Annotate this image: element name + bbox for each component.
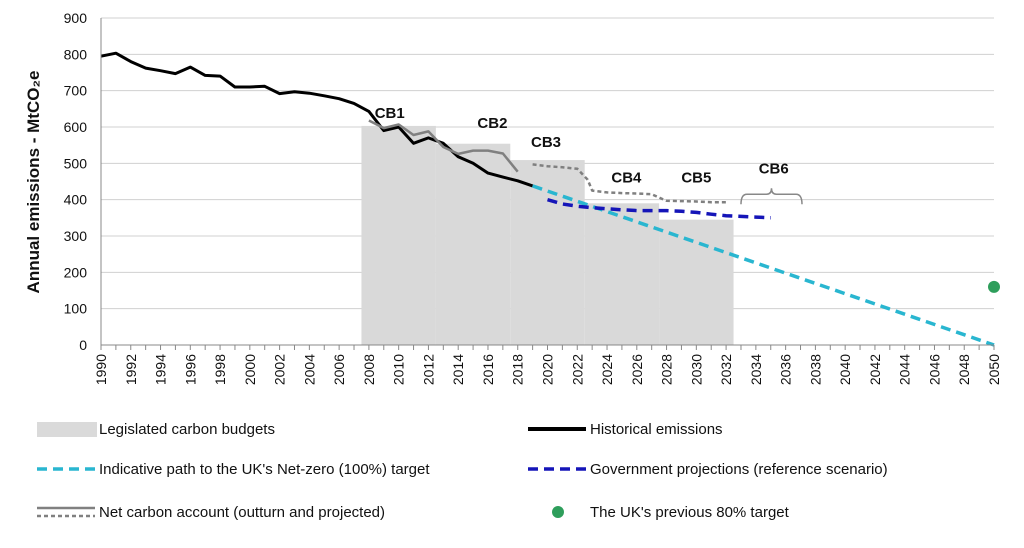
y-tick-label: 600 <box>64 119 88 135</box>
x-tick-label: 2026 <box>629 354 645 385</box>
y-tick-label: 700 <box>64 83 88 99</box>
x-tick-label: 2010 <box>391 354 407 385</box>
x-tick-label: 2046 <box>926 354 942 385</box>
x-tick-label: 2024 <box>599 354 615 385</box>
carbon-budget-bars <box>361 125 734 345</box>
x-tick-label: 2036 <box>778 354 794 385</box>
x-tick-label: 2002 <box>272 354 288 385</box>
x-tick-label: 1992 <box>123 354 139 385</box>
budget-label-cb3: CB3 <box>531 134 561 151</box>
legend-label: Net carbon account (outturn and projecte… <box>99 504 385 521</box>
x-tick-label: 2028 <box>659 354 675 385</box>
legend-swatch-dot <box>552 506 564 518</box>
legend: Legislated carbon budgets Historical emis… <box>37 421 888 521</box>
x-tick-label: 1996 <box>182 354 198 385</box>
historical-emissions-line <box>100 51 534 188</box>
x-tick-label: 2022 <box>569 354 585 385</box>
net-carbon-account-projected-line <box>532 163 727 204</box>
indicative-path-to-the-uk-s-net-zero-100-target-line <box>532 184 995 347</box>
budget-bar-cb3 <box>510 160 585 345</box>
x-tick-label: 2030 <box>688 354 704 385</box>
the-uk-s-previous-80-target-point <box>988 280 1000 293</box>
budget-bar-cb5 <box>659 219 734 345</box>
x-tick-label: 2038 <box>807 354 823 385</box>
axes: 0 100 200 300 400 500 600 700 800 900 1990 1992 1994… <box>64 10 1002 385</box>
cb6-bracket <box>740 188 803 205</box>
budget-label-cb1: CB1 <box>375 105 405 122</box>
government-projections-reference-scenario-line <box>547 198 771 220</box>
y-tick-label: 0 <box>79 337 87 353</box>
carbon-budget-labels: CB1 CB2 CB3 CB4 CB5 CB6 <box>375 105 803 205</box>
x-tick-label: 2034 <box>748 354 764 385</box>
x-tick-label: 1990 <box>93 354 109 385</box>
y-tick-label: 100 <box>64 301 88 317</box>
legend-swatch-box <box>37 422 97 437</box>
x-tick-label: 2042 <box>867 354 883 385</box>
x-tick-label: 2050 <box>986 354 1002 385</box>
y-tick-label: 300 <box>64 228 88 244</box>
x-tick-label: 2016 <box>480 354 496 385</box>
x-tick-label: 2040 <box>837 354 853 385</box>
budget-label-cb6: CB6 <box>759 161 789 178</box>
budget-bar-cb2 <box>435 143 511 345</box>
y-tick-label: 500 <box>64 155 88 171</box>
y-tick-label: 800 <box>64 46 88 62</box>
legend-label: The UK's previous 80% target <box>590 504 790 521</box>
x-tick-label: 2044 <box>897 354 913 385</box>
x-tick-label: 2014 <box>450 354 466 385</box>
budget-label-cb2: CB2 <box>477 115 507 132</box>
budget-label-cb5: CB5 <box>681 170 711 187</box>
x-tick-label: 2032 <box>718 354 734 385</box>
x-tick-label: 2004 <box>301 354 317 385</box>
y-tick-label: 400 <box>64 192 88 208</box>
x-tick-label: 2008 <box>361 354 377 385</box>
budget-label-cb4: CB4 <box>611 170 642 187</box>
x-tick-label: 2048 <box>956 354 972 385</box>
budget-bar-cb1 <box>361 125 436 345</box>
legend-label: Government projections (reference scenar… <box>590 461 888 478</box>
x-tick-label: 1994 <box>153 354 169 385</box>
legend-label: Historical emissions <box>590 421 723 438</box>
x-tick-label: 2012 <box>420 354 436 385</box>
x-tick-label: 2018 <box>510 354 526 385</box>
series-lines <box>100 51 1000 347</box>
x-tick-label: 2006 <box>331 354 347 385</box>
net-carbon-account-outturn-line <box>368 119 519 173</box>
x-tick-label: 2020 <box>540 354 556 385</box>
x-tick-label: 1998 <box>212 354 228 385</box>
y-tick-label: 200 <box>64 264 88 280</box>
legend-label: Legislated carbon budgets <box>99 421 275 438</box>
x-tick-label: 2000 <box>242 354 258 385</box>
y-axis-label: Annual emissions - MtCO₂e <box>24 71 43 294</box>
y-tick-label: 900 <box>64 10 88 26</box>
legend-label: Indicative path to the UK's Net-zero (10… <box>99 461 430 478</box>
